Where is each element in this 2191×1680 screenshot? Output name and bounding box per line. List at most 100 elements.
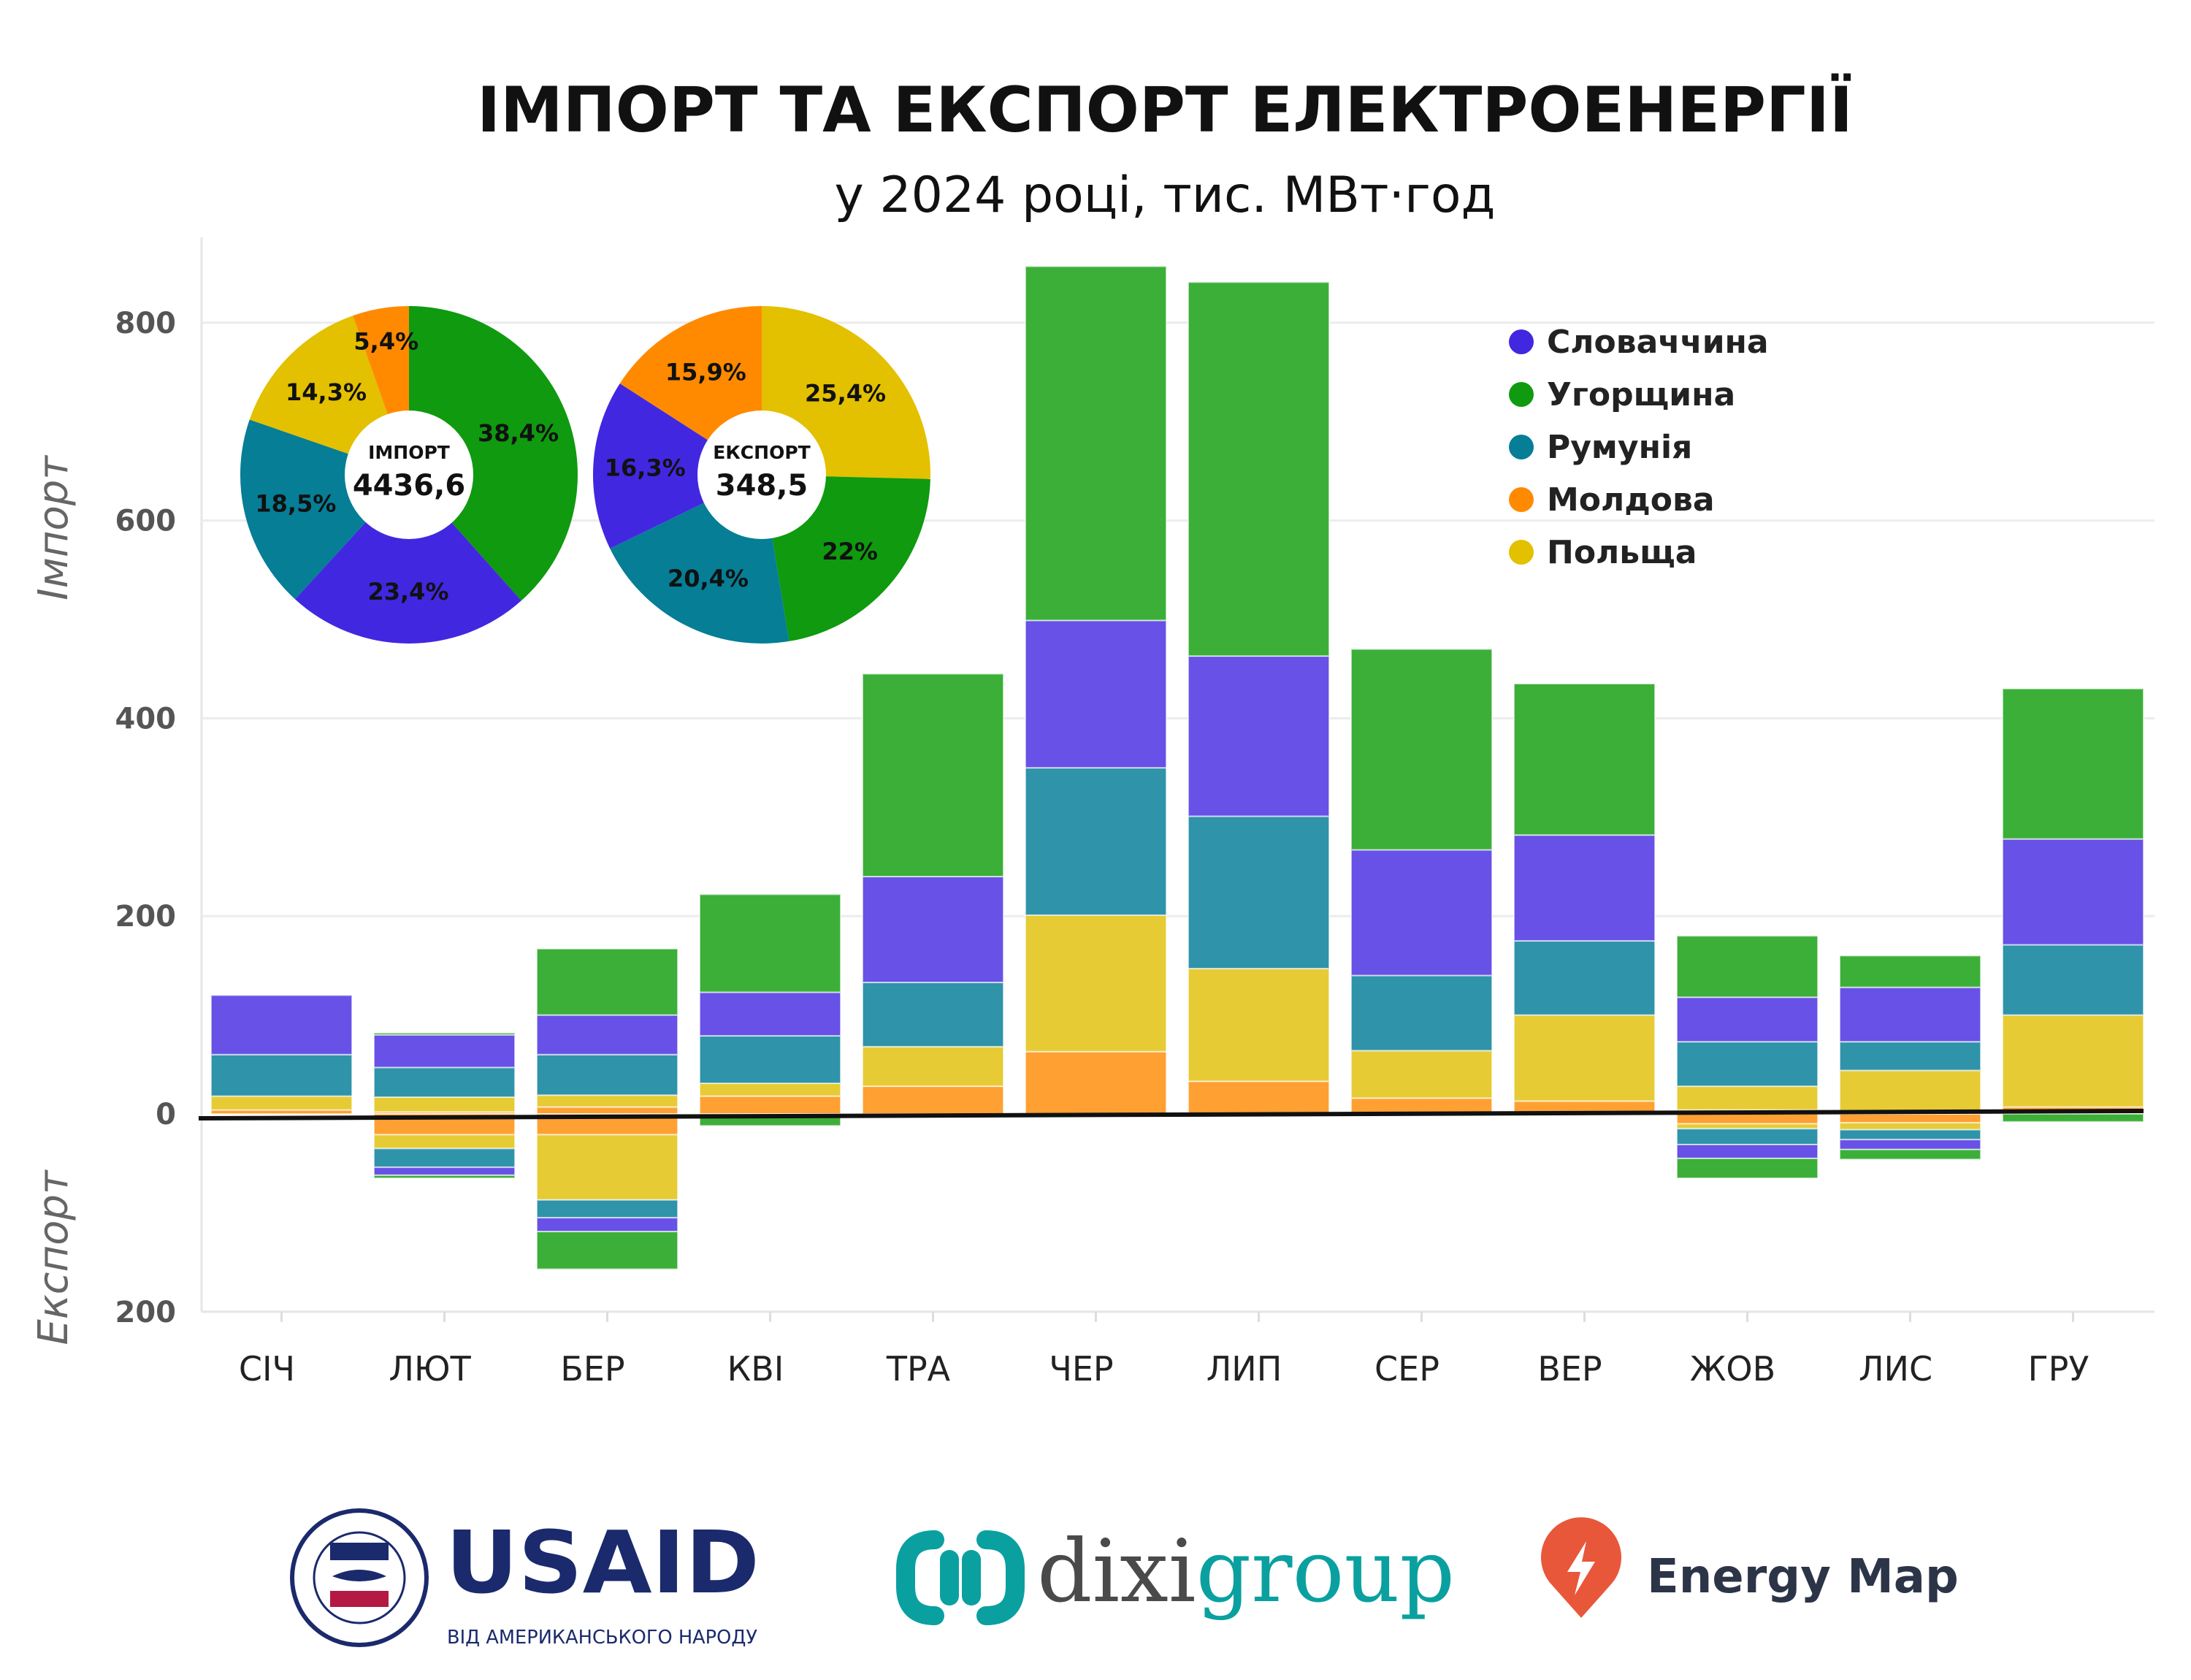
x-axis-labels: СІЧ ЛЮТ БЕР КВІ ТРА ЧЕР ЛИП СЕР ВЕР ЖОВ ЛИС ГРУ bbox=[239, 1311, 2089, 1389]
y-tick-label: 200 bbox=[115, 900, 177, 933]
bar-export-poland bbox=[1676, 1123, 1819, 1130]
bar-import-hungary bbox=[1513, 683, 1656, 836]
bar-import-romania bbox=[1188, 815, 1330, 969]
dixigroup-part-group: group bbox=[1196, 1521, 1456, 1622]
bar-export-poland bbox=[536, 1134, 678, 1201]
x-tick-label: СІЧ bbox=[239, 1349, 295, 1389]
bar-import-poland bbox=[699, 1083, 841, 1097]
bar-import-slovakia bbox=[1839, 986, 1981, 1043]
bar-import-hungary bbox=[862, 673, 1004, 878]
bar-export-romania bbox=[1676, 1128, 1819, 1145]
bar-import-hungary bbox=[699, 893, 841, 993]
legend-marker-icon bbox=[1509, 329, 1534, 354]
bar-export-hungary bbox=[1676, 1157, 1819, 1180]
pie-slice-label: 22% bbox=[822, 538, 878, 565]
bar-import-romania bbox=[699, 1035, 841, 1085]
pie-slice-label: 18,5% bbox=[255, 489, 336, 517]
pie-slice-label: 5,4% bbox=[353, 328, 418, 356]
pie-center-total: 348,5 bbox=[716, 469, 808, 503]
lightning-icon bbox=[1567, 1541, 1595, 1595]
bar-import-moldova bbox=[1025, 1050, 1167, 1115]
legend-label: Молдова bbox=[1547, 481, 1715, 519]
pie-slice-slovakia bbox=[294, 475, 521, 644]
bar-import-poland bbox=[1188, 967, 1330, 1083]
usaid-seal-shield-top bbox=[330, 1543, 389, 1560]
zero-line bbox=[198, 1109, 2144, 1120]
bar-export-hungary bbox=[373, 1174, 516, 1180]
chart-subtitle: у 2024 році, тис. МВт·год bbox=[834, 167, 1495, 224]
legend-marker-icon bbox=[1509, 382, 1534, 407]
bar-export-moldova bbox=[1839, 1113, 1981, 1124]
usaid-tagline: ВІД АМЕРИКАНСЬКОГО НАРОДУ bbox=[447, 1627, 757, 1649]
bar-import-poland bbox=[373, 1096, 516, 1113]
bar-export-moldova bbox=[1676, 1113, 1819, 1125]
bar-import-moldova bbox=[699, 1095, 841, 1115]
bar-import-hungary bbox=[1839, 955, 1981, 988]
pie-slice-label: 14,3% bbox=[286, 378, 367, 406]
legend-label: Польща bbox=[1547, 534, 1697, 571]
legend-item-slovakia: Словаччина bbox=[1509, 324, 1769, 361]
bar-import-slovakia bbox=[210, 994, 353, 1055]
x-tick-label: ЖОВ bbox=[1690, 1349, 1775, 1389]
pie-export: 25,4% 22% 20,4% 16,3% 15,9% ЕКСПОРТ 348,5 bbox=[593, 306, 930, 644]
bar-import-moldova bbox=[1188, 1080, 1330, 1115]
pie-slice-label: 15,9% bbox=[665, 359, 746, 386]
pie-center bbox=[345, 411, 473, 539]
bar-import-romania bbox=[1350, 974, 1493, 1052]
bar-import-romania bbox=[1513, 940, 1656, 1016]
usaid-logo: USAID ВІД АМЕРИКАНСЬКОГО НАРОДУ bbox=[290, 1508, 760, 1649]
bar-export-romania bbox=[536, 1199, 678, 1219]
dixigroup-mark-icon bbox=[896, 1530, 1025, 1625]
legend-label: Румунія bbox=[1547, 429, 1692, 466]
pie-center bbox=[697, 411, 826, 539]
bar-import-poland bbox=[1513, 1014, 1656, 1102]
pie-center-label: ІМПОРТ bbox=[368, 442, 450, 463]
bar-export-poland bbox=[373, 1134, 516, 1150]
y-tick-label: 0 bbox=[156, 1098, 176, 1131]
bar-import-hungary bbox=[1676, 935, 1819, 999]
y-tick-label: 400 bbox=[115, 702, 177, 736]
bars bbox=[210, 265, 2144, 1270]
bar-import-slovakia bbox=[1188, 655, 1330, 817]
bar-import-poland bbox=[1350, 1050, 1493, 1099]
bar-export-hungary bbox=[1839, 1148, 1981, 1161]
bar-export-slovakia bbox=[1839, 1139, 1981, 1150]
bar-import-hungary bbox=[1025, 265, 1167, 622]
bar-export-romania bbox=[1839, 1129, 1981, 1141]
bar-import-romania bbox=[1676, 1041, 1819, 1088]
usaid-wordmark: USAID bbox=[446, 1512, 760, 1613]
y-tick-label: 600 bbox=[115, 505, 177, 538]
x-tick-label: ЛИП bbox=[1207, 1349, 1282, 1389]
bar-import-romania bbox=[862, 981, 1004, 1047]
legend-marker-icon bbox=[1509, 540, 1534, 565]
bar-import-slovakia bbox=[1025, 619, 1167, 769]
bar-import-hungary bbox=[373, 1031, 516, 1036]
x-tick-label: ЛИС bbox=[1859, 1349, 1932, 1389]
bar-import-hungary bbox=[1350, 648, 1493, 851]
bar-export-hungary bbox=[536, 1231, 678, 1270]
bar-export-slovakia bbox=[536, 1217, 678, 1233]
bar-import-slovakia bbox=[699, 991, 841, 1037]
dixigroup-wordmark: dixigroup bbox=[1037, 1521, 1455, 1622]
pie-slice-slovakia bbox=[593, 383, 762, 549]
bar-import-romania bbox=[373, 1066, 516, 1098]
pie-import: 38,4% 23,4% 18,5% 14,3% 5,4% ІМПОРТ 4436,6 bbox=[240, 306, 578, 644]
x-tick-label: КВІ bbox=[727, 1349, 784, 1389]
bar-export-romania bbox=[373, 1148, 516, 1169]
legend-item-romania: Румунія bbox=[1509, 429, 1692, 466]
chart-title: ІМПОРТ ТА ЕКСПОРТ ЕЛЕКТРОЕНЕРГІЇ bbox=[477, 73, 1853, 147]
bar-import-poland bbox=[2002, 1014, 2144, 1108]
bar-import-slovakia bbox=[2002, 838, 2144, 946]
pie-slice-label: 23,4% bbox=[367, 578, 448, 606]
pie-slice-label: 20,4% bbox=[668, 565, 749, 592]
bar-import-romania bbox=[536, 1053, 678, 1096]
pie-slice-hungary bbox=[409, 306, 578, 601]
x-tick-label: ЛЮТ bbox=[389, 1349, 471, 1389]
bar-import-romania bbox=[1839, 1041, 1981, 1072]
bar-import-slovakia bbox=[1676, 996, 1819, 1043]
y-tick-label: 200 bbox=[115, 1296, 177, 1329]
pie-slice-label: 16,3% bbox=[605, 454, 686, 481]
pie-slice-label: 38,4% bbox=[478, 419, 559, 447]
bar-import-hungary bbox=[1188, 281, 1330, 657]
